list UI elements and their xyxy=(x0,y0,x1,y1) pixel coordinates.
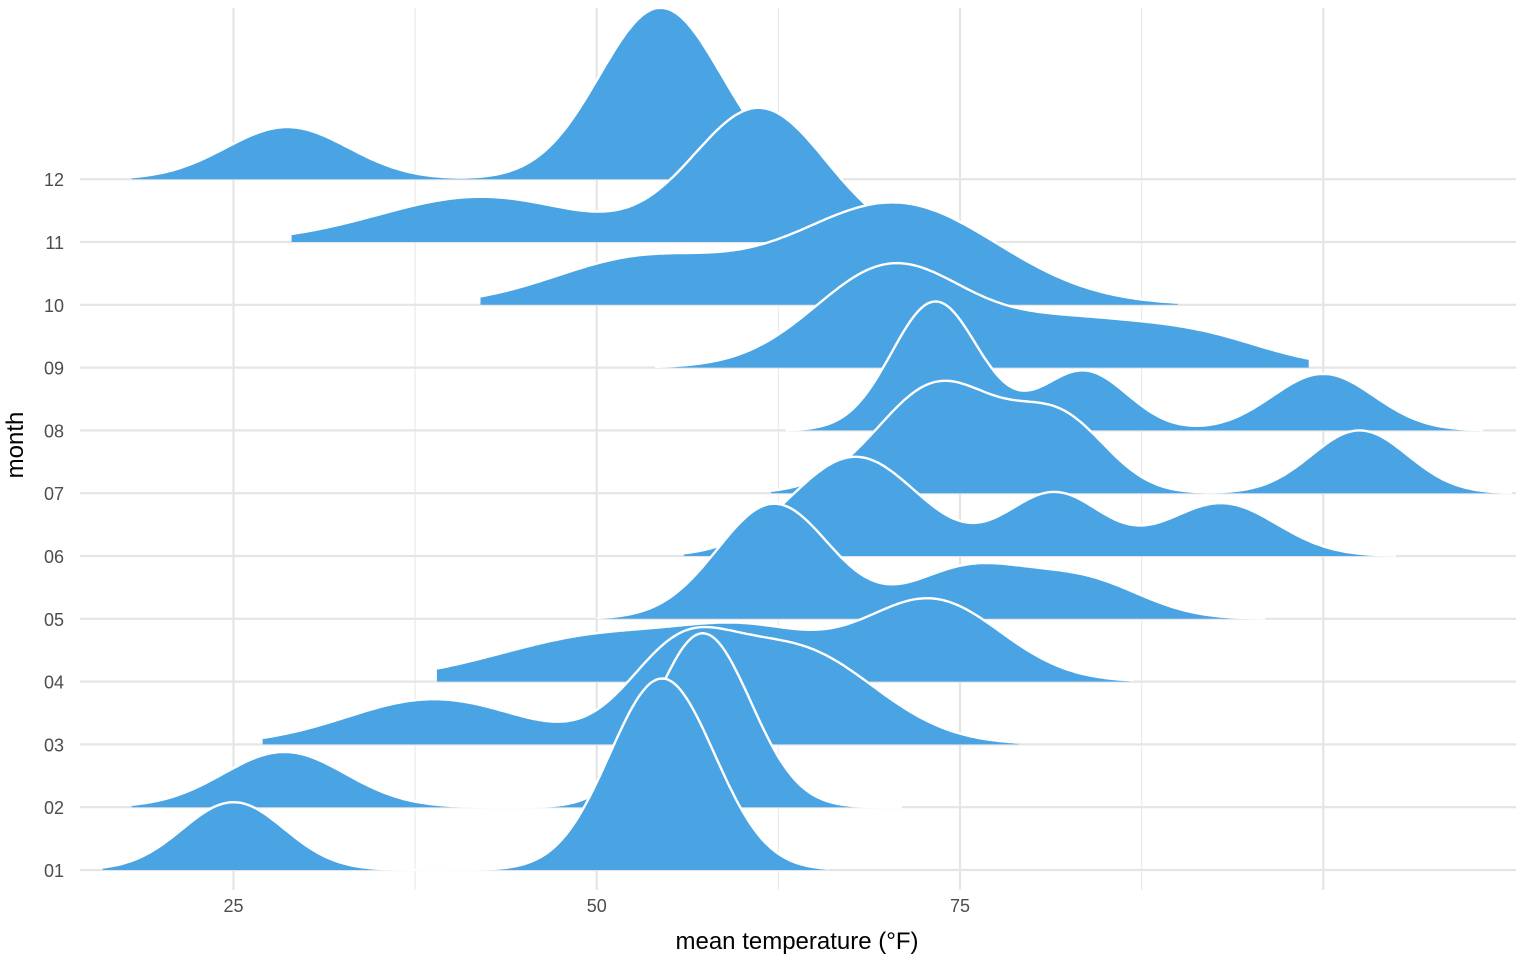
x-tick-label: 25 xyxy=(223,896,243,916)
y-tick-label: 09 xyxy=(44,359,64,379)
ridge-fill-10 xyxy=(480,202,1178,305)
ridge-outline-02 xyxy=(131,632,902,809)
ridge-fill-03 xyxy=(262,627,1019,745)
y-tick-label: 03 xyxy=(44,735,64,755)
ridge-fill-11 xyxy=(291,107,961,242)
ridge-outline-09 xyxy=(654,261,1309,369)
ridge-fill-07 xyxy=(771,380,1513,494)
ridge-outline-05 xyxy=(596,502,1266,620)
y-tick-label: 07 xyxy=(44,484,64,504)
ridge-outline-12 xyxy=(131,6,787,179)
y-tick-label: 08 xyxy=(44,421,64,441)
ridge-fill-12 xyxy=(131,7,786,180)
x-axis-title: mean temperature (°F) xyxy=(675,928,918,955)
ridge-outline-03 xyxy=(262,625,1019,744)
y-tick-label: 06 xyxy=(44,547,64,567)
x-tick-label: 50 xyxy=(587,896,607,916)
y-tick-label: 02 xyxy=(44,798,64,818)
y-tick-label: 01 xyxy=(44,861,64,881)
y-tick-label: 11 xyxy=(45,233,64,253)
y-tick-label: 05 xyxy=(44,610,64,630)
ridge-fill-06 xyxy=(683,456,1396,556)
y-tick-label: 04 xyxy=(44,673,64,693)
y-axis-title: month xyxy=(2,412,29,479)
ridge-fill-09 xyxy=(654,263,1309,368)
y-tick-label: 12 xyxy=(44,170,64,190)
ridge-outline-04 xyxy=(436,597,1135,682)
ridges xyxy=(102,6,1513,872)
y-tick-label: 10 xyxy=(44,296,64,316)
ridge-fill-01 xyxy=(102,678,830,870)
ridge-outline-06 xyxy=(683,455,1396,557)
ridge-outline-01 xyxy=(102,677,830,872)
x-tick-labels: 25 50 75 xyxy=(223,896,970,916)
ridge-outline-10 xyxy=(480,201,1178,304)
ridge-fill-05 xyxy=(596,503,1266,619)
y-tick-labels: 01 02 03 04 05 06 07 08 09 10 11 12 xyxy=(44,170,64,881)
ridge-outline-07 xyxy=(770,379,1513,494)
ridge-outline-08 xyxy=(785,300,1484,432)
x-tick-label: 75 xyxy=(950,896,970,916)
ridge-outline-11 xyxy=(291,106,961,242)
